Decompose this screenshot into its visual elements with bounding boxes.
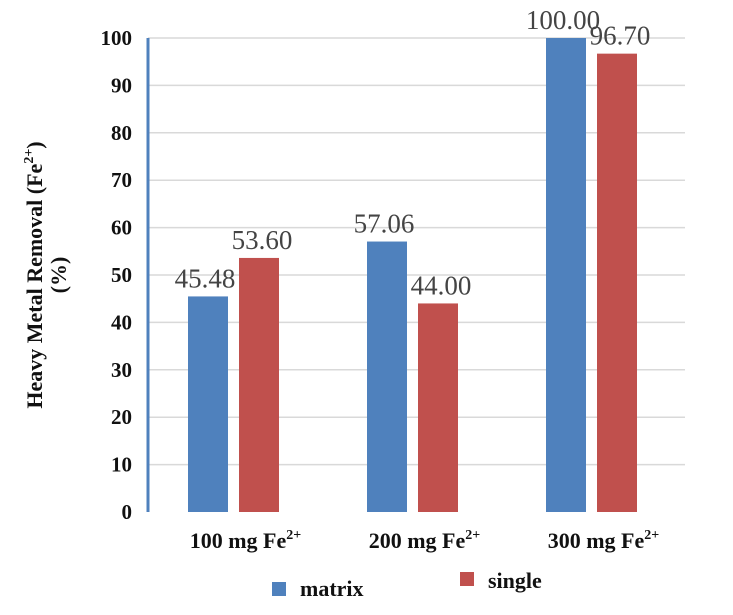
x-axis-categories: 100 mg Fe2+ 200 mg Fe2+ 300 mg Fe2+ [190, 528, 660, 553]
y-tick-label: 10 [111, 453, 132, 477]
x-category-label: 300 mg Fe2+ [548, 528, 660, 553]
bars [188, 38, 637, 513]
bar-matrix [367, 241, 407, 513]
bar-matrix [188, 296, 228, 512]
data-label-single: 44.00 [411, 270, 472, 300]
data-label-single: 96.70 [590, 21, 651, 51]
x-category-label: 200 mg Fe2+ [369, 528, 481, 553]
y-tick-label: 30 [111, 358, 132, 382]
legend-swatch-single [460, 572, 474, 586]
data-label-matrix: 57.06 [354, 209, 415, 239]
y-tick-label: 40 [111, 310, 132, 334]
data-label-matrix: 45.48 [175, 263, 236, 293]
y-tick-label: 50 [111, 263, 132, 287]
y-tick-label: 100 [101, 26, 133, 50]
bar-single [418, 303, 458, 512]
y-axis-ticks: 0 10 20 30 40 50 60 70 80 90 100 [101, 26, 133, 524]
bar-single [597, 53, 637, 512]
y-tick-label: 20 [111, 405, 132, 429]
y-axis-title-unit: (%) [46, 257, 71, 294]
y-tick-label: 70 [111, 168, 132, 192]
y-tick-label: 90 [111, 73, 132, 97]
y-tick-label: 80 [111, 121, 132, 145]
bar-single [239, 257, 279, 512]
legend-label-matrix: matrix [300, 576, 364, 601]
legend: matrix single [272, 568, 542, 601]
gridlines [148, 37, 685, 466]
y-tick-label: 0 [122, 500, 133, 524]
legend-label-single: single [488, 568, 542, 593]
y-axis-title: Heavy Metal Removal (Fe2+) [22, 141, 47, 408]
data-label-matrix: 100.00 [526, 5, 600, 35]
x-category-label: 100 mg Fe2+ [190, 528, 302, 553]
data-label-single: 53.60 [232, 225, 293, 255]
y-tick-label: 60 [111, 216, 132, 240]
bar-matrix [546, 38, 586, 512]
legend-swatch-matrix [272, 582, 286, 596]
